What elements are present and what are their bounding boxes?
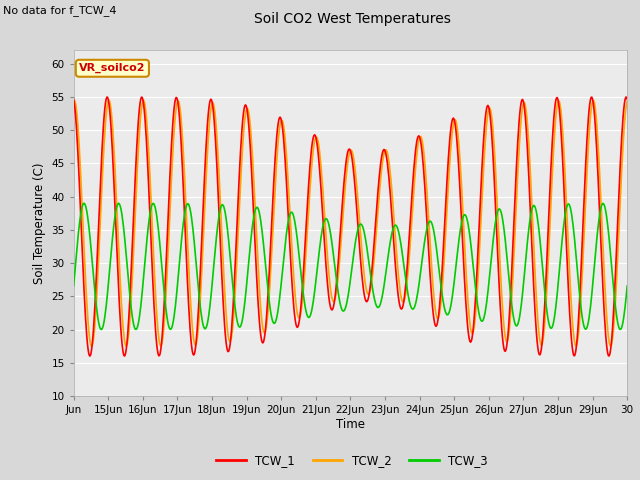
TCW_3 (392, 223, 400, 229)
TCW_3 (80, 200, 88, 206)
TCW_1 (103, 94, 111, 100)
TCW_3 (623, 283, 631, 289)
TCW_3 (70, 283, 77, 289)
TCW_2 (392, 249, 400, 255)
Line: TCW_1: TCW_1 (74, 97, 627, 356)
TCW_2 (70, 97, 78, 103)
TCW_2 (407, 229, 415, 235)
TCW_1 (623, 96, 631, 102)
TCW_3 (548, 325, 556, 331)
TCW_1 (104, 96, 112, 102)
TCW_1 (70, 96, 77, 102)
TCW_1 (407, 206, 415, 212)
TCW_3 (491, 223, 499, 229)
TCW_3 (97, 327, 105, 333)
Text: VR_soilco2: VR_soilco2 (79, 63, 146, 73)
TCW_3 (424, 223, 431, 228)
Text: No data for f_TCW_4: No data for f_TCW_4 (3, 5, 116, 16)
TCW_2 (70, 98, 77, 104)
X-axis label: Time: Time (336, 418, 365, 431)
TCW_1 (120, 353, 128, 359)
TCW_1 (491, 190, 499, 195)
Line: TCW_2: TCW_2 (74, 100, 627, 346)
Line: TCW_3: TCW_3 (74, 203, 627, 330)
TCW_2 (424, 199, 431, 205)
TCW_3 (105, 275, 113, 281)
TCW_2 (623, 98, 631, 104)
TCW_2 (105, 97, 113, 103)
TCW_1 (392, 276, 400, 281)
TCW_3 (407, 304, 415, 310)
TCW_2 (491, 155, 499, 161)
TCW_1 (424, 231, 431, 237)
Legend: TCW_1, TCW_2, TCW_3: TCW_1, TCW_2, TCW_3 (212, 449, 492, 472)
TCW_2 (548, 184, 556, 190)
TCW_1 (548, 150, 556, 156)
TCW_2 (88, 343, 95, 349)
Y-axis label: Soil Temperature (C): Soil Temperature (C) (33, 162, 46, 284)
Text: Soil CO2 West Temperatures: Soil CO2 West Temperatures (253, 12, 451, 26)
